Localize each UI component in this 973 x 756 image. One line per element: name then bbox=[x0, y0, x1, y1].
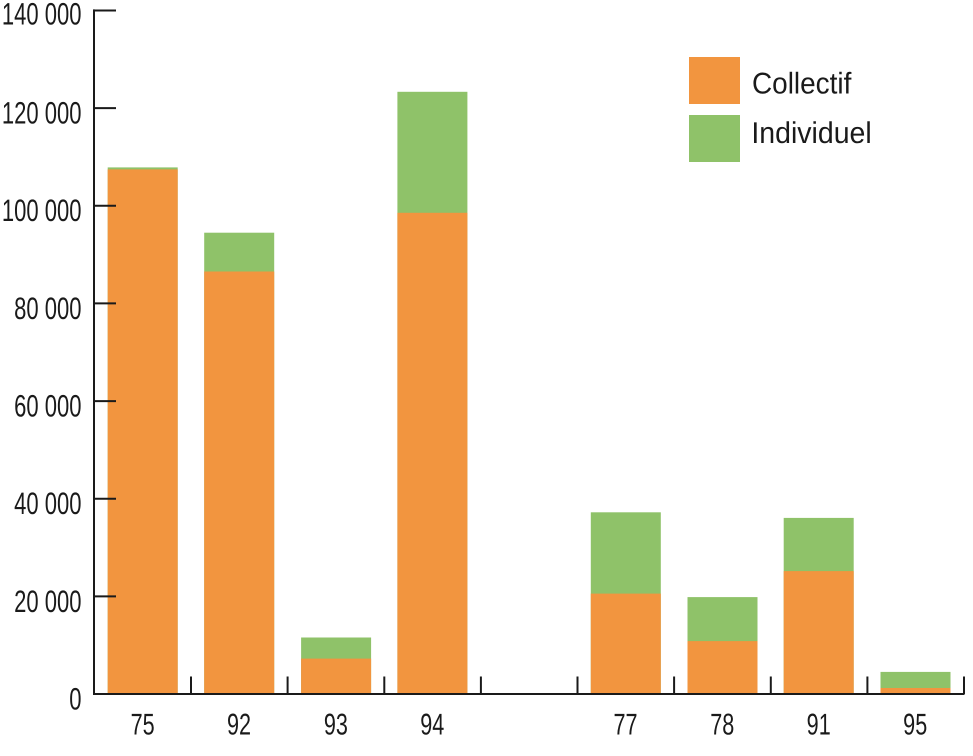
svg-text:140 000: 140 000 bbox=[2, 0, 82, 32]
svg-text:77: 77 bbox=[613, 709, 637, 742]
svg-text:93: 93 bbox=[324, 709, 348, 742]
svg-text:20 000: 20 000 bbox=[14, 584, 81, 619]
svg-text:120 000: 120 000 bbox=[2, 96, 82, 131]
svg-text:60 000: 60 000 bbox=[14, 389, 81, 424]
svg-text:Collectif: Collectif bbox=[752, 68, 852, 101]
svg-text:0: 0 bbox=[69, 681, 81, 716]
svg-text:75: 75 bbox=[131, 709, 155, 742]
svg-text:80 000: 80 000 bbox=[14, 291, 81, 326]
svg-text:Individuel: Individuel bbox=[751, 117, 871, 150]
svg-text:100 000: 100 000 bbox=[2, 193, 82, 228]
svg-text:92: 92 bbox=[227, 709, 251, 742]
svg-text:91: 91 bbox=[807, 709, 831, 742]
svg-text:78: 78 bbox=[710, 709, 734, 742]
svg-text:94: 94 bbox=[420, 709, 444, 742]
svg-text:40 000: 40 000 bbox=[14, 486, 81, 521]
svg-text:95: 95 bbox=[903, 709, 927, 742]
